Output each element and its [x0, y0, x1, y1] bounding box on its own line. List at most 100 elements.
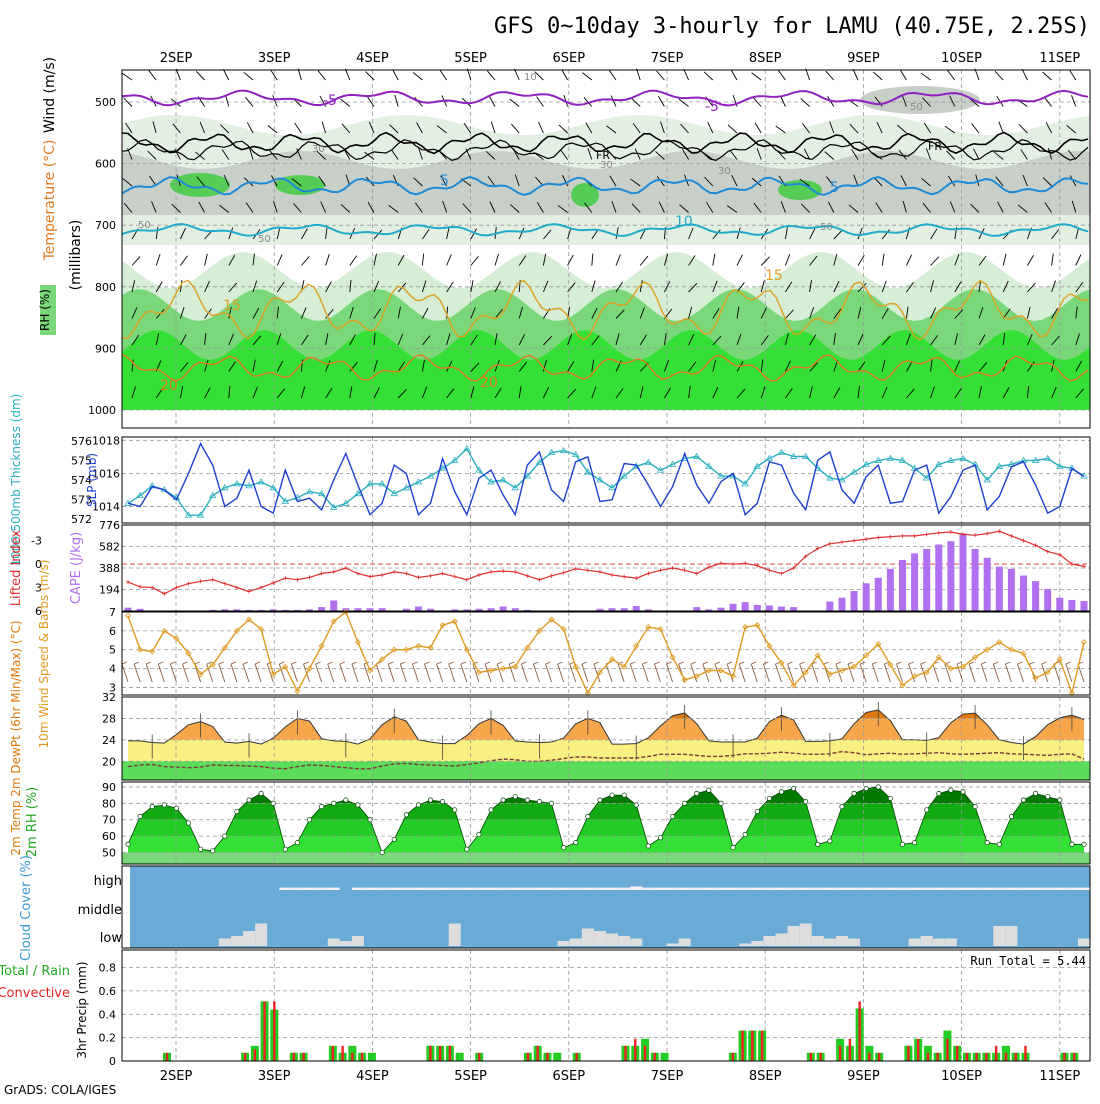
cape-bar: [124, 607, 132, 611]
wind-barb: [462, 203, 472, 213]
wind-barb: [881, 386, 888, 399]
wind-speed-point: [475, 669, 483, 676]
wind-barb: [442, 201, 448, 213]
cloud-bar-low: [811, 936, 824, 946]
cloud-bar-low: [763, 936, 776, 946]
wind-barb: [881, 335, 891, 346]
cape-bar: [136, 608, 144, 611]
lifted-index-point: [1021, 538, 1026, 543]
wind-barb: [470, 256, 479, 266]
wind-barb: [906, 388, 915, 399]
wind-barb: [316, 150, 326, 160]
wind-barb: [631, 97, 641, 107]
wind-speed-point: [209, 661, 216, 668]
wind-barb: [1027, 282, 1036, 293]
cloud-bar-high: [485, 887, 498, 890]
lifted-index-point: [610, 573, 615, 578]
wind-barb: [246, 122, 254, 134]
y-tick-label: 1014: [92, 500, 120, 513]
wind-speed-point: [221, 644, 228, 651]
precip-convective-bar: [624, 1045, 627, 1061]
temp-band-base: [122, 761, 1090, 780]
precip-convective-bar: [634, 1038, 637, 1061]
wind-barb: [562, 174, 569, 187]
cloud-bar-low: [908, 938, 921, 946]
cloud-bar-low: [799, 923, 812, 946]
rh-point: [561, 845, 567, 851]
y-tick-label: -3: [31, 535, 42, 548]
thickness-point: [196, 511, 205, 518]
wind-barb-feather: [956, 661, 963, 665]
cape-bar: [233, 609, 241, 611]
wind-barb: [1071, 200, 1077, 213]
cloud-bar-low: [751, 941, 764, 946]
wind-barb: [1051, 253, 1054, 266]
precip-convective-bar: [643, 1045, 647, 1061]
rh-point: [815, 841, 821, 847]
wind-axis-label: 10m Wind Speed & Barbs (m/s): [37, 560, 51, 749]
wind-speed-point: [729, 673, 737, 680]
lifted-index-point: [234, 585, 239, 590]
cloud-bar-high: [908, 887, 921, 890]
wind-frame: [121, 611, 1091, 696]
wind-barb: [219, 204, 230, 213]
wind-barb: [180, 255, 188, 266]
y-tick-label: 24: [102, 734, 116, 747]
wind-barb: [857, 333, 864, 346]
rh-point: [548, 800, 555, 806]
wind-barb-10m: [436, 663, 444, 683]
wind-barb: [204, 253, 208, 266]
thickness-point: [705, 462, 713, 469]
wind-barb-10m: [980, 663, 988, 683]
y-tick-label: 32: [102, 691, 116, 704]
wind-barb-10m: [218, 663, 226, 683]
rh-point: [319, 804, 325, 810]
rh-point: [899, 841, 906, 847]
rh-point: [536, 799, 542, 805]
precip-convective-bar: [741, 1030, 744, 1061]
wind-barb: [610, 95, 617, 107]
rh-point: [1081, 841, 1087, 847]
cloud-layer-label: middle: [78, 903, 122, 918]
precip-convective-axis-label: Convective: [0, 986, 70, 1001]
wind-barb: [340, 203, 351, 213]
wind-barb: [930, 335, 939, 346]
cape-bar: [293, 609, 301, 611]
thickness-point: [559, 446, 568, 454]
wind-barb: [978, 362, 988, 372]
wind-barb: [349, 361, 358, 372]
cape-bar: [862, 583, 870, 611]
cape-bar: [705, 609, 713, 611]
wind-barb: [131, 256, 141, 266]
lifted-index-point: [198, 579, 203, 584]
rh-contour-label: 30: [312, 144, 325, 155]
cape-bar: [221, 609, 229, 611]
wind-barb: [930, 228, 938, 240]
wind-barb: [930, 307, 937, 319]
freezing-level-contour: [121, 131, 1089, 155]
wind-barb: [486, 70, 496, 81]
wind-barb: [997, 201, 1004, 213]
bottom-date-label: 7SEP: [651, 1069, 684, 1084]
rh-point: [996, 841, 1002, 847]
wind-barb: [591, 307, 598, 319]
wind-barb: [994, 70, 1004, 81]
temp-band-mid: [128, 718, 1084, 740]
thickness-point: [378, 480, 386, 487]
wind-barb-feather: [1017, 661, 1023, 665]
wind-barb: [975, 174, 980, 187]
rh-point: [294, 840, 300, 846]
wind-barb: [373, 333, 376, 346]
wind-speed-point: [536, 627, 543, 634]
rh-point: [609, 792, 615, 798]
cape-bar: [1032, 581, 1040, 611]
precip-convective-bar: [760, 1030, 764, 1061]
y-tick-label: 194: [99, 584, 120, 597]
wind-speed-point: [669, 654, 676, 661]
cloud-bar-high: [521, 887, 534, 890]
wind-barb: [639, 280, 643, 293]
wind-barb: [1042, 177, 1052, 187]
wind-barb: [439, 69, 447, 81]
cape-bar: [1019, 575, 1027, 611]
wind-barb: [446, 306, 449, 319]
